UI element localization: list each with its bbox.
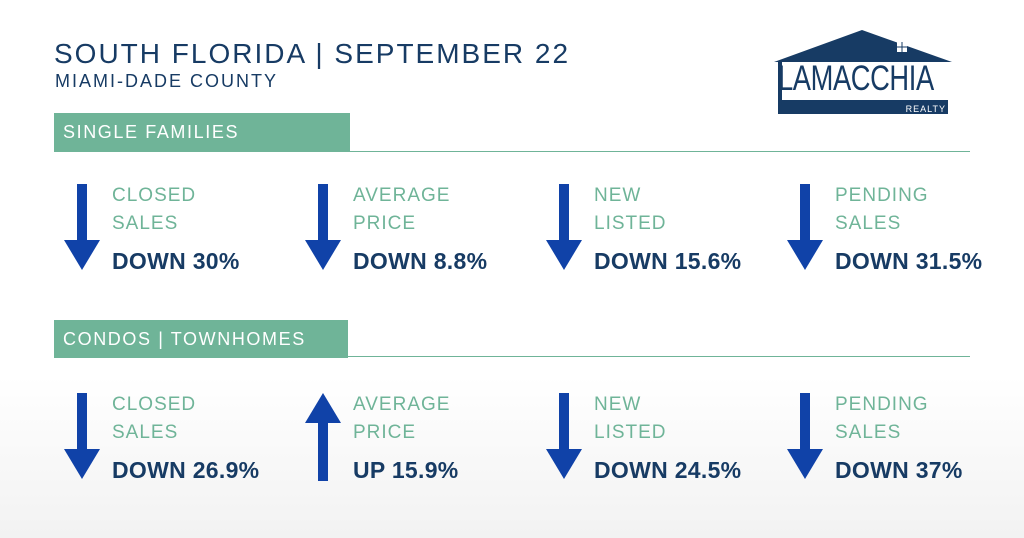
metric-label: CLOSED SALES [112,185,197,234]
arrow-down-icon [787,184,823,270]
metric-value: DOWN 15.6% [594,248,742,274]
arrow-down-icon [305,184,341,270]
metric-sf-pending-sales: PENDING SALES DOWN 31.5% [787,182,1024,282]
metric-sf-new-listed: NEW LISTED DOWN 15.6% [546,182,786,282]
logo-subtext: REALTY [905,104,946,114]
section-divider [54,151,970,152]
metric-label: PENDING SALES [835,185,929,234]
metric-label: AVERAGE PRICE [353,394,451,443]
metric-label: NEW LISTED [594,185,667,234]
arrow-down-icon [546,184,582,270]
metric-ct-closed-sales: CLOSED SALES DOWN 26.9% [64,391,304,491]
lamacchia-logo: LAMACCHIA REALTY [770,26,954,118]
metric-label: CLOSED SALES [112,394,197,443]
house-roof-icon [774,30,952,114]
metric-sf-closed-sales: CLOSED SALES DOWN 30% [64,182,304,282]
section-header-single-families: SINGLE FAMILIES [54,113,350,151]
metric-ct-average-price: AVERAGE PRICE UP 15.9% [305,391,545,491]
section-divider [54,356,970,357]
metric-label: NEW LISTED [594,394,667,443]
metric-value: DOWN 24.5% [594,457,742,483]
metric-label: PENDING SALES [835,394,929,443]
arrow-down-icon [787,393,823,479]
metric-label: AVERAGE PRICE [353,185,451,234]
arrow-up-icon [305,393,341,481]
metric-sf-average-price: AVERAGE PRICE DOWN 8.8% [305,182,545,282]
arrow-down-icon [64,393,100,479]
metric-value: UP 15.9% [353,457,459,483]
metric-value: DOWN 26.9% [112,457,260,483]
metric-value: DOWN 31.5% [835,248,983,274]
page-subtitle: MIAMI-DADE COUNTY [55,71,278,91]
arrow-down-icon [546,393,582,479]
page-title: SOUTH FLORIDA | SEPTEMBER 22 [54,38,571,69]
arrow-down-icon [64,184,100,270]
logo-wordmark: LAMACCHIA [778,59,934,98]
metric-ct-pending-sales: PENDING SALES DOWN 37% [787,391,1024,491]
metric-value: DOWN 30% [112,248,240,274]
metric-value: DOWN 8.8% [353,248,488,274]
metric-value: DOWN 37% [835,457,963,483]
metric-ct-new-listed: NEW LISTED DOWN 24.5% [546,391,786,491]
section-header-condos-townhomes: CONDOS | TOWNHOMES [54,320,348,358]
